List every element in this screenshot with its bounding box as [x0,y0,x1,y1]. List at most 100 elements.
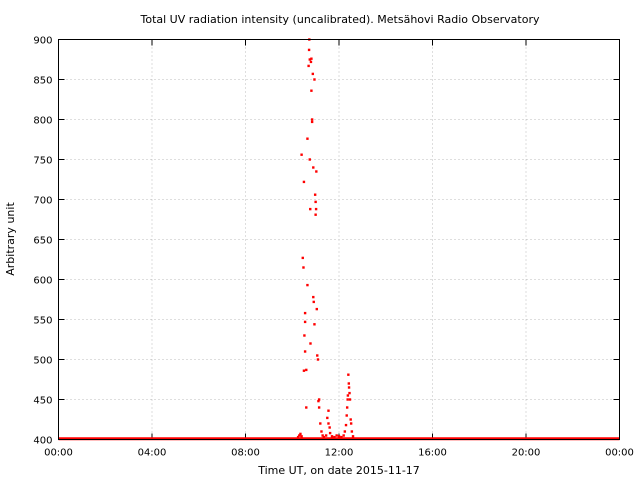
data-point [315,170,318,173]
data-point [314,207,318,211]
data-point [309,60,313,64]
data-point [327,409,330,412]
y-tick-label: 650 [33,236,52,247]
data-point [317,399,320,403]
y-axis-label: Arbitrary unit [4,202,17,276]
data-point [307,48,311,52]
data-point [302,369,306,372]
data-point [312,300,315,304]
data-point [347,373,350,376]
data-point [301,256,304,260]
data-point [344,423,348,427]
data-point [317,398,321,401]
data-point [337,435,341,438]
y-tick-label: 550 [33,316,52,327]
data-point [327,422,330,425]
data-point [314,213,317,216]
x-tick-label: 04:00 [138,448,167,459]
data-point [310,89,313,92]
data-point [314,200,317,204]
data-point [335,434,338,437]
data-point [316,354,319,357]
data-point [302,266,305,269]
data-point [296,435,300,439]
data-point [303,334,306,337]
data-point [328,431,332,435]
data-point [346,394,350,397]
data-point [330,435,334,438]
grid-lines [58,39,620,440]
data-point [303,350,307,353]
x-tick-label: 20:00 [512,448,541,459]
data-point [349,418,352,421]
y-tick-label: 600 [33,276,52,287]
data-point [302,180,306,184]
y-tick-label: 750 [33,156,52,167]
data-point [305,406,308,409]
x-tick-label: 12:00 [325,448,354,459]
data-point [347,382,351,385]
data-point [348,398,352,401]
data-point [328,426,331,429]
data-point [303,320,307,324]
chart-title: Total UV radiation intensity (uncalibrat… [140,13,540,26]
data-point [312,166,315,169]
x-tick-label: 00:00 [44,448,73,459]
data-point [308,58,311,61]
data-point [347,386,351,389]
data-point [306,283,309,287]
plot-frame [58,39,620,440]
data-point [300,153,303,156]
data-point [309,207,312,211]
data-point [307,64,310,68]
data-point [319,422,322,425]
data-point [320,430,323,433]
x-tick-label: 08:00 [231,448,260,459]
data-point [315,307,318,311]
x-axis-label: Time UT, on date 2015-11-17 [257,464,420,477]
x-axis-ticks: 00:00 04:00 08:00 12:00 16:00 20:00 00:00 [44,39,634,459]
data-point [306,137,309,140]
data-point [313,193,317,196]
data-point [310,57,313,60]
x-tick-label: 00:00 [605,448,634,459]
y-tick-label: 900 [33,36,52,47]
data-point [340,435,343,439]
data-point [298,434,301,437]
data-point [313,78,316,81]
data-point [310,120,314,124]
data-point [345,414,348,417]
data-point [333,435,336,439]
data-point [303,311,307,315]
data-point [348,391,351,395]
data-point [316,358,320,361]
data-point [345,406,349,409]
x-tick-label: 16:00 [418,448,447,459]
data-point [300,435,303,438]
y-tick-label: 850 [33,76,52,87]
data-point [342,434,345,437]
y-axis-ticks: 400 450 500 550 600 650 700 750 800 850 900 [33,36,620,447]
y-tick-label: 700 [33,196,52,207]
data-point [351,435,355,438]
data-point [324,434,328,437]
data-point [311,72,315,76]
data-points [58,38,620,441]
data-point [309,342,312,345]
data-point [313,323,316,326]
data-point [305,368,308,372]
data-point [321,434,324,437]
data-point [349,422,353,425]
data-point [299,432,302,436]
data-point [346,398,349,401]
data-point [310,118,314,121]
data-point [308,158,311,161]
data-point [312,295,315,299]
y-tick-label: 800 [33,116,52,127]
data-point [322,435,326,439]
data-point [326,416,329,420]
y-tick-label: 400 [33,436,52,447]
y-tick-label: 500 [33,356,52,367]
data-point [317,406,321,409]
